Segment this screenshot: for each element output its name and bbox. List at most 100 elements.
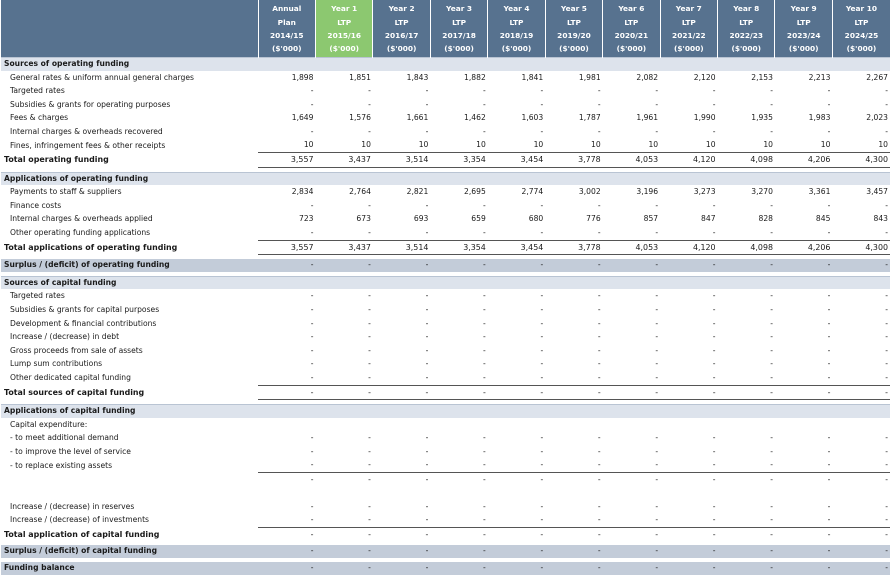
value-cell: - [712, 227, 716, 237]
row-label: Total applications of operating funding [4, 242, 178, 252]
value-cell [832, 487, 890, 500]
value-cell: - [368, 318, 371, 328]
row-label: Increase / (decrease) of investments [10, 515, 150, 525]
value-cell: - [483, 318, 486, 328]
value-cell: 2,153 [751, 72, 773, 82]
value-cell: - [602, 472, 661, 487]
value-cell [545, 275, 603, 290]
row-label: Targeted rates [10, 291, 65, 301]
value-cell: 1,462 [464, 113, 486, 123]
value-cell: - [660, 384, 718, 401]
total-row: Total sources of capital funding - - - - - - - -… [1, 384, 890, 401]
value-cell: - [770, 99, 773, 109]
column-header-line: LTP [739, 17, 754, 27]
value-cell: - [827, 291, 831, 301]
value-cell: - [885, 86, 888, 96]
column-header-line: ($'000) [444, 44, 474, 54]
value-cell [832, 275, 890, 290]
value-cell: - [315, 526, 373, 542]
column-header-line: LTP [337, 17, 352, 27]
value-cell: - [712, 515, 716, 525]
value-cell: - [540, 99, 544, 109]
value-cell: - [425, 460, 429, 470]
value-cell: - [487, 545, 546, 559]
value-cell: - [545, 562, 603, 576]
value-cell: - [545, 526, 603, 542]
value-cell: - [885, 318, 888, 328]
value-cell [832, 404, 890, 418]
value-cell: - [832, 562, 890, 576]
value-cell: - [368, 372, 371, 382]
value-cell: 1,961 [636, 113, 659, 123]
column-header-line: ($'000) [674, 44, 704, 54]
value-cell [487, 171, 546, 186]
value-cell: - [770, 460, 773, 470]
value-cell: - [372, 259, 431, 272]
value-cell: 1,576 [349, 113, 371, 123]
value-cell: 3,557 [258, 152, 316, 168]
value-cell: - [832, 259, 890, 272]
value-cell: 1,882 [464, 72, 486, 82]
table-row: Increase / (decrease) in reserves - - - - - - -… [1, 500, 890, 514]
value-cell: 1,898 [291, 72, 314, 82]
column-header-line: LTP [394, 17, 409, 27]
row-label: Sources of capital funding [1, 275, 259, 290]
value-cell: - [712, 332, 716, 342]
column-header-5: Year 5 LTP 2019/20 ($'000) [544, 0, 603, 58]
column-header-line: Year 9 [790, 4, 817, 14]
value-cell: 4,206 [774, 152, 833, 168]
value-cell: 1,843 [406, 72, 429, 82]
column-header-line: Year 1 [331, 4, 358, 14]
value-cell: - [483, 515, 486, 525]
value-cell: - [540, 126, 544, 136]
value-cell [602, 57, 661, 71]
value-cell: - [540, 501, 544, 511]
value-cell: 845 [815, 214, 831, 224]
value-cell: - [258, 526, 316, 542]
value-cell [258, 487, 315, 500]
value-cell: - [540, 200, 544, 210]
value-cell: - [425, 200, 429, 210]
row-label: Applications of operating funding [1, 171, 259, 186]
value-cell: - [258, 384, 316, 401]
value-cell: - [770, 126, 773, 136]
value-cell: - [712, 126, 716, 136]
column-header-8: Year 8 LTP 2022/23 ($'000) [717, 0, 775, 58]
value-cell: - [597, 359, 601, 369]
value-cell: - [660, 526, 718, 542]
value-cell: - [368, 126, 371, 136]
value-cell: - [770, 291, 773, 301]
row-label: Development & financial contributions [10, 318, 157, 328]
column-header-line: Year 5 [560, 4, 587, 14]
value-cell: - [425, 227, 429, 237]
value-cell: - [540, 515, 544, 525]
value-cell: - [597, 460, 601, 470]
value-cell: 847 [701, 214, 716, 224]
value-cell: - [827, 305, 831, 315]
table-row: Fines, infringement fees & other receipt… [1, 138, 890, 152]
value-cell: - [712, 433, 716, 443]
value-cell: - [425, 332, 429, 342]
value-cell: - [368, 332, 371, 342]
value-cell: - [310, 345, 314, 355]
value-cell: 673 [356, 214, 371, 224]
table-row: Internal charges & overheads applied 723 6… [1, 212, 890, 226]
value-cell: 2,764 [349, 187, 371, 197]
value-cell: 3,361 [808, 187, 831, 197]
value-cell: - [310, 305, 314, 315]
table-body: Sources of operating funding General rate… [1, 57, 890, 576]
row-label: Surplus / (deficit) of operating funding [1, 259, 259, 272]
section-header-row: Sources of capital funding [1, 275, 890, 290]
row-label: Total operating funding [4, 155, 109, 165]
value-cell: - [483, 433, 486, 443]
value-cell: - [885, 372, 888, 382]
value-cell: - [885, 99, 888, 109]
value-cell: 4,206 [774, 239, 833, 256]
value-cell [660, 275, 718, 290]
value-cell: - [602, 526, 661, 542]
value-cell [373, 487, 430, 500]
value-cell: - [885, 501, 888, 511]
value-cell: - [712, 86, 716, 96]
value-cell [487, 404, 546, 418]
value-cell: - [483, 227, 486, 237]
